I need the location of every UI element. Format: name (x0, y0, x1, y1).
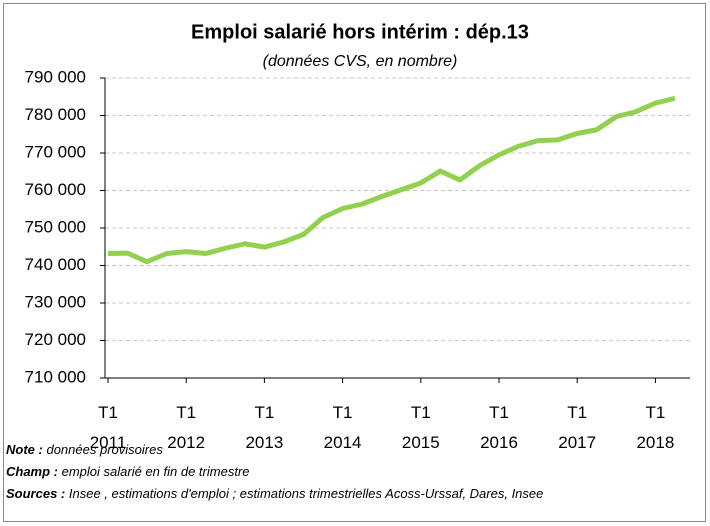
footnote: Sources : Insee , estimations d'emploi ;… (6, 486, 543, 501)
y-tick-label: 710 000 (25, 367, 86, 386)
x-tick-label: T1 2012 (167, 403, 206, 452)
y-tick-label: 720 000 (25, 330, 86, 349)
footnote: Champ : emploi salarié en fin de trimest… (6, 464, 249, 479)
y-tick-label: 740 000 (25, 255, 86, 274)
y-tick-label: 760 000 (25, 180, 86, 199)
chart-title: Emploi salarié hors intérim : dép.13 (191, 21, 529, 43)
footnote-text: données provisoires (46, 442, 163, 457)
footnote-label: Note : (6, 442, 43, 457)
y-tick-label: 750 000 (25, 217, 86, 236)
x-tick-label: T1 2014 (323, 403, 362, 452)
y-tick-label: 730 000 (25, 292, 86, 311)
x-tick-label: T1 2015 (401, 403, 440, 452)
chart-border (3, 3, 706, 522)
x-tick-label: T1 2011 (89, 403, 127, 452)
footnote-label: Sources : (6, 486, 66, 501)
data-line (107, 95, 676, 265)
footnote-text: Insee , estimations d'emploi ; estimatio… (68, 486, 544, 501)
x-tick-label: T1 2017 (558, 403, 597, 452)
chart-subtitle: (données CVS, en nombre) (263, 53, 458, 70)
footnote-label: Champ : (6, 464, 58, 479)
y-tick-label: 770 000 (25, 142, 86, 161)
footnote: Note : données provisoires (6, 442, 163, 457)
x-tick-label: T1 2013 (245, 403, 284, 452)
y-tick-label: 790 000 (25, 67, 86, 86)
y-tick-label: 780 000 (25, 105, 86, 124)
footnote-text: emploi salarié en fin de trimestre (61, 464, 250, 479)
x-tick-label: T1 2018 (636, 403, 675, 452)
x-tick-label: T1 2016 (480, 403, 518, 452)
